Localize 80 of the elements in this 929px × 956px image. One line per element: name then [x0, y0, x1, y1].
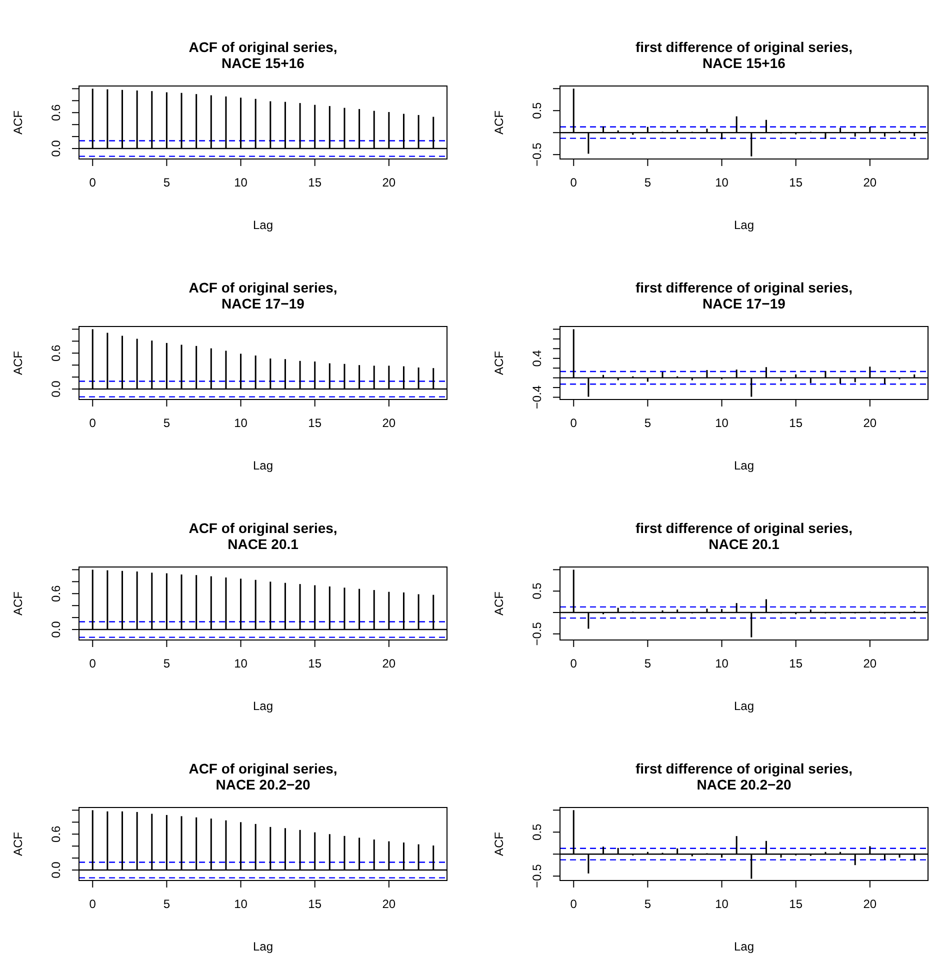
x-tick-label: 5 — [163, 656, 170, 671]
x-tick-label: 10 — [715, 176, 729, 190]
chart-title: ACF of original series, NACE 20.1 — [188, 520, 338, 552]
x-tick-label: 5 — [163, 176, 170, 190]
y-tick-label: 0.0 — [49, 140, 63, 157]
y-tick-label: 0.0 — [49, 380, 63, 398]
x-tick-label: 20 — [382, 416, 396, 430]
x-tick-label: 15 — [308, 656, 322, 671]
y-tick-label: 0.5 — [530, 102, 544, 119]
x-axis-title: Lag — [252, 458, 274, 472]
x-tick-label: 20 — [382, 656, 396, 671]
x-tick-label: 0 — [89, 416, 96, 430]
y-axis-title: ACF — [492, 832, 506, 856]
y-tick-label: 0.6 — [49, 825, 63, 842]
x-tick-label: 0 — [89, 656, 96, 671]
x-tick-label: 5 — [644, 656, 652, 671]
x-tick-label: 10 — [234, 416, 248, 430]
y-tick-label: 0.6 — [49, 344, 63, 362]
y-axis-title: ACF — [11, 351, 25, 375]
chart-title: first difference of original series, NACE 20.2−20 — [635, 760, 853, 792]
x-tick-label: 20 — [382, 897, 396, 912]
x-axis-title: Lag — [252, 940, 274, 954]
y-tick-label: 0.6 — [49, 104, 63, 121]
y-tick-label: −0.5 — [530, 622, 544, 646]
x-tick-label: 10 — [234, 656, 248, 671]
x-tick-label: 0 — [570, 656, 578, 671]
x-tick-label: 20 — [863, 176, 877, 190]
y-tick-label: −0.5 — [530, 864, 544, 888]
x-tick-label: 20 — [863, 656, 877, 671]
x-axis-title: Lag — [252, 218, 274, 232]
x-tick-label: 15 — [789, 897, 803, 912]
x-tick-label: 5 — [644, 416, 652, 430]
y-axis-title: ACF — [492, 592, 506, 616]
x-tick-label: 20 — [863, 897, 877, 912]
x-tick-label: 5 — [163, 897, 170, 912]
y-tick-label: 0.5 — [530, 582, 544, 600]
x-axis-title: Lag — [252, 699, 274, 713]
x-tick-label: 20 — [382, 176, 396, 190]
x-tick-label: 15 — [308, 416, 322, 430]
x-axis-title: Lag — [734, 218, 754, 232]
y-axis-title: ACF — [492, 110, 506, 134]
y-axis-title: ACF — [11, 592, 25, 616]
y-axis-title: ACF — [11, 110, 25, 134]
y-tick-label: 0.5 — [530, 823, 544, 840]
x-tick-label: 5 — [163, 416, 170, 430]
x-tick-label: 20 — [863, 416, 877, 430]
x-tick-label: 5 — [644, 897, 652, 912]
y-tick-label: −0.4 — [530, 385, 544, 410]
y-axis-title: ACF — [492, 351, 506, 375]
x-tick-label: 15 — [789, 656, 803, 671]
chart-title: first difference of original series, NACE 15+16 — [635, 39, 853, 71]
chart-title: ACF of original series, NACE 17−19 — [188, 280, 338, 312]
x-tick-label: 10 — [234, 176, 248, 190]
x-tick-label: 0 — [570, 416, 578, 430]
x-axis-title: Lag — [734, 458, 754, 472]
x-tick-label: 10 — [234, 897, 248, 912]
x-tick-label: 5 — [644, 176, 652, 190]
x-tick-label: 15 — [308, 897, 322, 912]
chart-title: ACF of original series, NACE 20.2−20 — [188, 760, 338, 792]
y-axis-title: ACF — [11, 832, 25, 856]
y-tick-label: 0.0 — [49, 861, 63, 878]
chart-title: ACF of original series, NACE 15+16 — [188, 39, 338, 71]
y-tick-label: 0.6 — [49, 584, 63, 602]
x-tick-label: 10 — [715, 897, 729, 912]
x-tick-label: 0 — [89, 176, 96, 190]
y-tick-label: 0.0 — [49, 620, 63, 638]
chart-title: first difference of original series, NACE 17−19 — [635, 280, 853, 312]
chart-title: first difference of original series, NACE 20.1 — [635, 520, 853, 552]
x-tick-label: 0 — [570, 897, 578, 912]
x-tick-label: 15 — [789, 176, 803, 190]
x-tick-label: 15 — [308, 176, 322, 190]
x-tick-label: 0 — [89, 897, 96, 912]
x-axis-title: Lag — [734, 699, 754, 713]
x-axis-title: Lag — [734, 940, 754, 954]
x-tick-label: 10 — [715, 656, 729, 671]
x-tick-label: 0 — [570, 176, 578, 190]
y-tick-label: −0.5 — [530, 142, 544, 166]
x-tick-label: 15 — [789, 416, 803, 430]
y-tick-label: 0.4 — [530, 350, 544, 367]
x-tick-label: 10 — [715, 416, 729, 430]
